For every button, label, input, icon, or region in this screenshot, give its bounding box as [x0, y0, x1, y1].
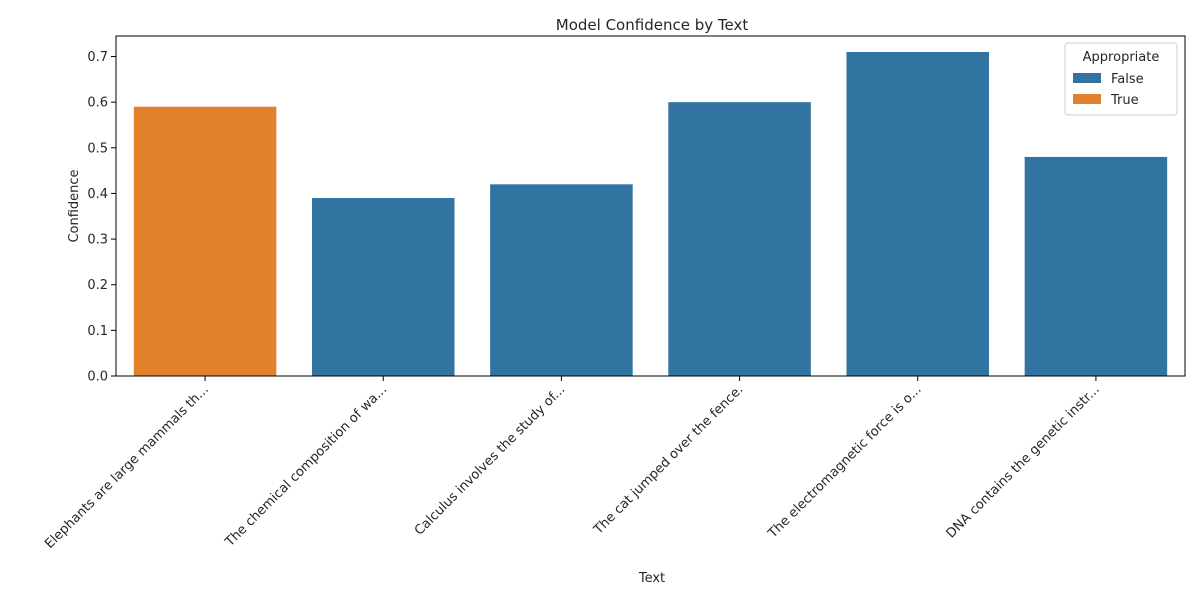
bar-6: [1024, 156, 1168, 376]
legend-swatch-false: [1073, 73, 1101, 83]
x-axis: Elephants are large mammals th... The che…: [42, 376, 1103, 552]
y-tick-label: 0.7: [87, 50, 108, 65]
x-tick-label: DNA contains the genetic instr...: [944, 382, 1103, 541]
bars-group: [133, 51, 1168, 377]
x-axis-label: Text: [638, 571, 665, 586]
bar-2: [311, 198, 455, 376]
y-tick-label: 0.2: [87, 278, 108, 293]
y-tick-label: 0.1: [87, 324, 108, 339]
x-tick-label: The electromagnetic force is o...: [765, 382, 925, 542]
bar-5: [846, 51, 990, 377]
legend-swatch-true: [1073, 94, 1101, 104]
y-tick-label: 0.5: [87, 141, 108, 156]
legend-label-false: False: [1111, 72, 1144, 87]
chart-title: Model Confidence by Text: [556, 16, 749, 34]
x-tick-label: The chemical composition of wa...: [222, 382, 390, 550]
x-tick-label: The cat jumped over the fence.: [591, 382, 747, 538]
bar-1: [133, 106, 277, 377]
bar-3: [490, 184, 633, 376]
y-axis-label: Confidence: [67, 169, 82, 242]
y-tick-label: 0.4: [87, 187, 108, 202]
legend: Appropriate False True: [1064, 42, 1178, 116]
y-tick-label: 0.3: [87, 233, 108, 248]
x-tick-label: Calculus involves the study of...: [412, 382, 568, 538]
legend-title: Appropriate: [1083, 50, 1160, 65]
legend-label-true: True: [1110, 93, 1139, 108]
y-axis: 0.0 0.1 0.2 0.3 0.4 0.5 0.6 0.7: [87, 50, 116, 385]
x-tick-label: Elephants are large mammals th...: [42, 382, 212, 552]
y-tick-label: 0.6: [87, 96, 108, 111]
y-tick-label: 0.0: [87, 370, 108, 385]
bar-4: [668, 102, 811, 376]
plot-frame: [115, 35, 1186, 377]
